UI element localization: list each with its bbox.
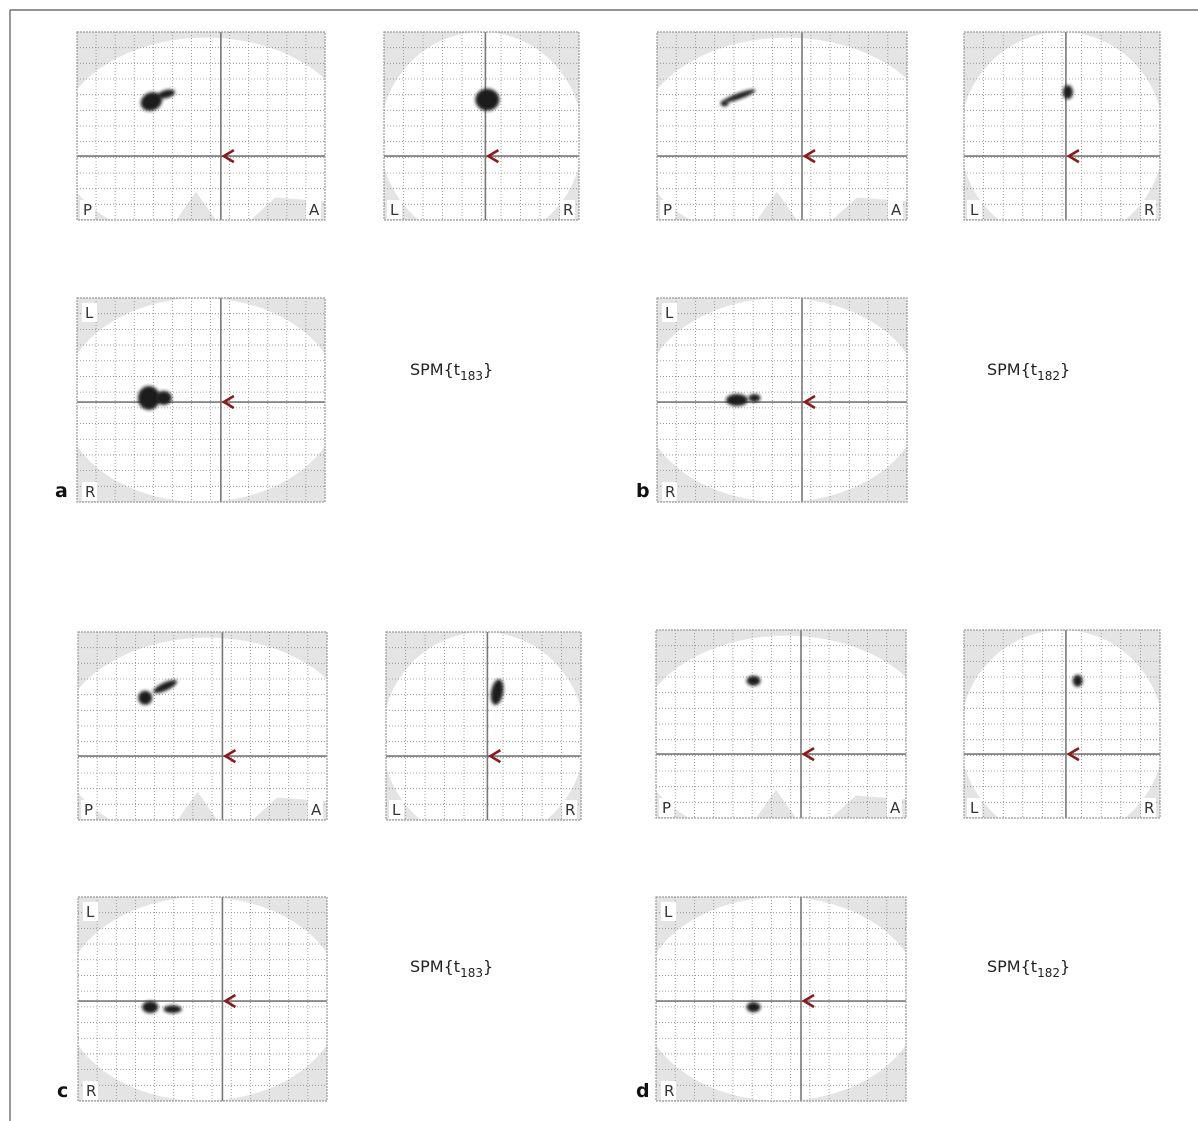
panel-label: d — [636, 1080, 650, 1102]
activation-blob — [142, 1001, 158, 1013]
statistic-prefix: SPM{t — [410, 360, 460, 379]
figure: PALRLRaSPM{t183}PALRLRbSPM{t182}PALRLRcS… — [0, 0, 1198, 1121]
orientation-label: P — [662, 799, 671, 817]
statistic-suffix: } — [483, 360, 493, 379]
orientation-label: L — [970, 799, 979, 817]
orientation-label: L — [664, 903, 673, 921]
orientation-label: A — [309, 201, 320, 219]
statistic-prefix: SPM{t — [410, 957, 460, 976]
statistic-suffix: } — [483, 957, 493, 976]
statistic-suffix: } — [1060, 360, 1070, 379]
activation-blob — [721, 100, 729, 106]
ax-view: LR — [642, 298, 922, 502]
orientation-label: A — [311, 801, 322, 819]
orientation-label: R — [563, 201, 573, 219]
activation-blob — [475, 89, 499, 111]
activation-blob — [1063, 85, 1073, 99]
statistic-df: 182 — [1037, 369, 1060, 383]
orientation-label: R — [664, 1082, 674, 1100]
ax-view: LR — [62, 298, 340, 502]
brain-outline — [641, 897, 921, 1101]
statistic-suffix: } — [1060, 957, 1070, 976]
view-canvas — [960, 630, 1164, 841]
statistic-label: SPM{t182} — [987, 360, 1070, 383]
view-canvas — [380, 32, 583, 243]
activation-blob — [164, 1005, 182, 1013]
activation-blob — [726, 394, 748, 406]
activation-blob — [747, 1002, 761, 1012]
brain-outline — [62, 298, 340, 502]
statistic-label: SPM{t183} — [410, 360, 493, 383]
ax-view: LR — [641, 897, 921, 1101]
orientation-label: L — [665, 304, 674, 322]
orientation-label: L — [85, 304, 94, 322]
view-canvas — [63, 897, 342, 1101]
orientation-label: P — [84, 801, 93, 819]
brain-outline — [63, 897, 342, 1101]
orientation-label: R — [86, 1082, 96, 1100]
view-canvas — [382, 632, 585, 843]
statistic-df: 183 — [460, 369, 483, 383]
brain-outline — [642, 298, 922, 502]
view-canvas — [642, 298, 922, 502]
activation-blob — [1073, 675, 1083, 687]
orientation-label: R — [1144, 201, 1154, 219]
panel-label: b — [636, 480, 650, 502]
page: PALRLRaSPM{t183}PALRLRbSPM{t182}PALRLRcS… — [0, 0, 1198, 1121]
ax-view: LR — [63, 897, 342, 1101]
sag-view: PA — [636, 630, 936, 842]
statistic-prefix: SPM{t — [987, 957, 1037, 976]
view-canvas — [960, 32, 1164, 243]
view-canvas — [62, 298, 340, 502]
view-canvas — [641, 897, 921, 1101]
statistic-df: 183 — [460, 966, 483, 980]
cor-view: LR — [960, 630, 1164, 841]
orientation-label: R — [1144, 799, 1154, 817]
orientation-label: P — [663, 201, 672, 219]
orientation-label: P — [83, 201, 92, 219]
statistic-df: 182 — [1037, 966, 1060, 980]
panel-label: a — [55, 480, 68, 502]
orientation-label: L — [86, 903, 95, 921]
orientation-label: A — [890, 799, 901, 817]
orientation-label: R — [665, 483, 675, 501]
orientation-label: L — [390, 201, 399, 219]
cor-view: LR — [960, 32, 1164, 243]
activation-blob — [747, 676, 761, 686]
statistic-label: SPM{t183} — [410, 957, 493, 980]
activation-blob — [749, 394, 761, 402]
orientation-label: A — [891, 201, 902, 219]
orientation-label: L — [392, 801, 401, 819]
activation-blob — [156, 391, 172, 405]
statistic-label: SPM{t182} — [987, 957, 1070, 980]
orientation-label: L — [970, 201, 979, 219]
orientation-label: R — [565, 801, 575, 819]
statistic-prefix: SPM{t — [987, 360, 1037, 379]
panel-label: c — [57, 1080, 68, 1102]
orientation-label: R — [85, 483, 95, 501]
